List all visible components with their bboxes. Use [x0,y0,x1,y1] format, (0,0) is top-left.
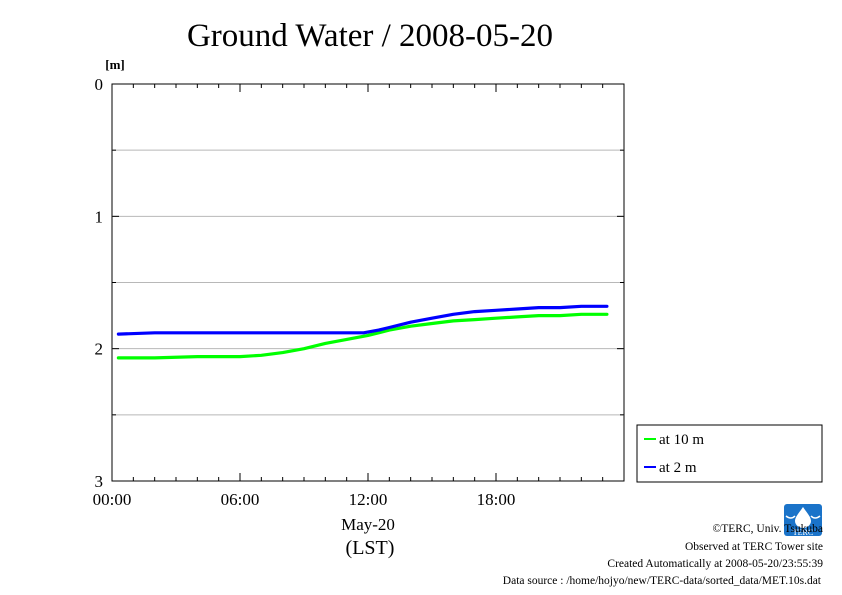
chart-title: Ground Water / 2008-05-20 [187,18,553,54]
legend-label-at-10m: at 10 m [659,432,704,448]
footer-observed: Observed at TERC Tower site [685,541,823,553]
x-tick-label: 12:00 [349,490,388,509]
x-axis: 00:00 06:00 12:00 18:00 [93,84,604,509]
y-axis-unit: [m] [105,57,125,72]
logo-text: TERC [793,528,813,537]
footer-copyright: ©TERC, Univ. Tsukuba [713,523,823,535]
x-tick-label: 00:00 [93,490,132,509]
x-tick-label: 06:00 [221,490,260,509]
legend-label-at-2m: at 2 m [659,460,697,476]
wave-right-icon [810,515,821,519]
footer-source: Data source : /home/hojyo/new/TERC-data/… [503,575,822,587]
water-drop-icon [795,507,811,528]
footer: ©TERC, Univ. Tsukuba Observed at TERC To… [503,523,823,587]
legend-box [636,424,823,483]
series-line-at-10-m [116,312,609,360]
y-tick-label: 2 [95,340,104,359]
y-axis: 0 1 2 3 [95,75,624,491]
footer-created: Created Automatically at 2008-05-20/23:5… [607,558,823,570]
x-axis-date-label: May-20 [341,515,395,534]
terc-logo: TERC [784,504,822,537]
x-axis-timezone-label: (LST) [346,537,395,559]
series-line-at-2-m [116,304,609,336]
legend: at 10 m at 2 m [636,424,823,483]
wave-left-icon [785,515,796,519]
series-lines [116,304,609,360]
y-tick-label: 3 [95,472,104,491]
grid-lines [112,149,624,416]
y-tick-label: 0 [95,75,104,94]
x-tick-label: 18:00 [477,490,516,509]
y-tick-label: 1 [95,207,104,226]
